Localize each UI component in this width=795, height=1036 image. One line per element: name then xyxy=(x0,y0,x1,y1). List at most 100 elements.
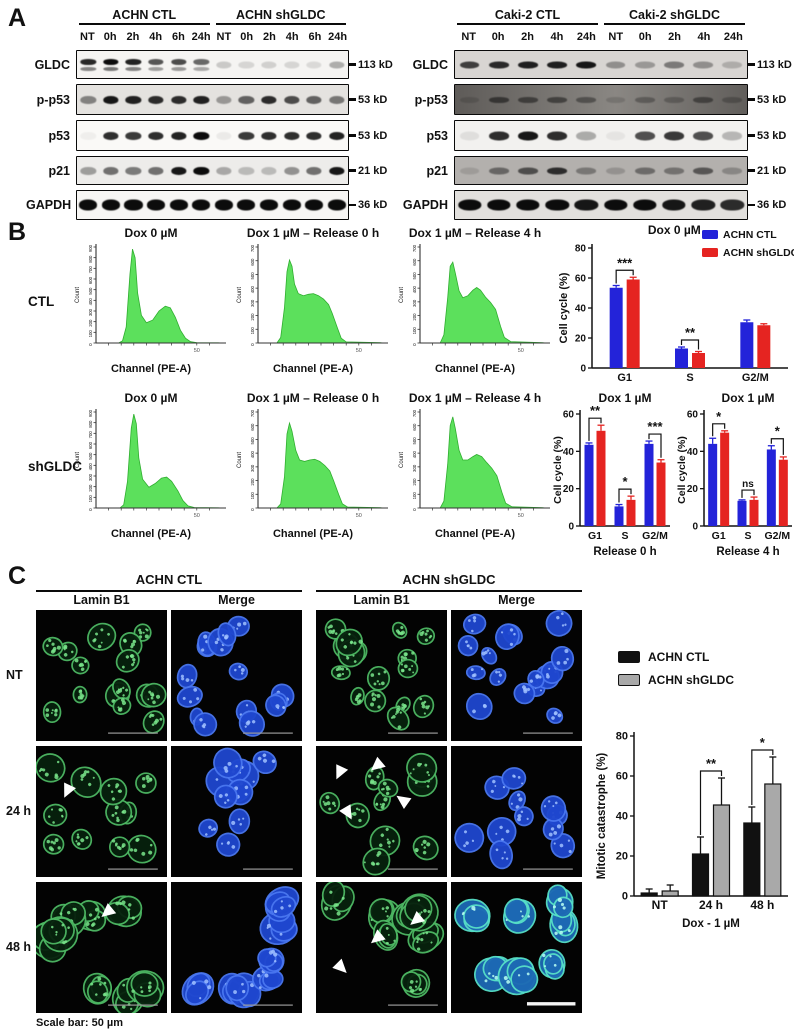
wb-band xyxy=(327,199,346,211)
cell-nucleus xyxy=(546,707,564,724)
speckle xyxy=(116,816,119,820)
speckle xyxy=(385,926,389,930)
wb-band xyxy=(238,95,255,104)
speckle xyxy=(140,986,143,989)
wb-band xyxy=(192,199,211,211)
speckle xyxy=(142,776,146,781)
speckle xyxy=(227,761,232,766)
speckle xyxy=(411,651,415,655)
wb-band xyxy=(237,199,256,211)
cell-nucleus xyxy=(497,957,539,996)
speckle xyxy=(251,720,256,724)
speckle xyxy=(44,772,49,777)
wb-band xyxy=(80,58,96,65)
wb-band xyxy=(125,66,142,71)
cell-nucleus xyxy=(320,882,355,921)
y-tick-label: 0 xyxy=(88,343,93,346)
category-label: G2/M xyxy=(764,530,790,542)
bar xyxy=(626,279,640,368)
speckle xyxy=(542,953,546,958)
cell-nucleus xyxy=(462,613,487,635)
speckle xyxy=(325,795,330,800)
speckle xyxy=(144,634,149,639)
speckle xyxy=(494,785,497,787)
wb-band xyxy=(193,58,209,65)
speckle xyxy=(471,905,476,911)
speckle xyxy=(346,656,350,660)
speckle xyxy=(266,926,269,929)
significance-label: ** xyxy=(706,756,717,771)
speckle xyxy=(370,779,375,784)
blot-row-box xyxy=(454,190,748,220)
speckle xyxy=(210,828,214,831)
speckle xyxy=(495,832,498,835)
lane-label: NT xyxy=(216,31,232,43)
speckle xyxy=(129,848,134,852)
bar-chart: Dox 0 µM 0 20 40 60 80 Cell cycle (%) G1 S G2/M **… xyxy=(558,223,795,384)
speckle xyxy=(559,930,563,935)
speckle xyxy=(92,922,96,926)
category-label: S xyxy=(744,530,751,542)
speckle xyxy=(414,847,419,852)
histogram-area xyxy=(96,413,223,509)
panel-c-label: C xyxy=(8,562,27,590)
y-axis-label: Mitotic catastrophe (%) xyxy=(596,753,608,880)
speckle xyxy=(372,862,376,866)
lane-label: 0h xyxy=(240,31,254,43)
speckle xyxy=(127,908,131,911)
category-label: G2/M xyxy=(742,372,769,384)
speckle xyxy=(282,706,285,709)
wb-band xyxy=(547,61,568,68)
y-tick-label: 200 xyxy=(412,313,417,321)
y-tick-label: 700 xyxy=(88,431,93,439)
speckle xyxy=(188,700,193,704)
wb-band xyxy=(545,199,569,211)
cell-nucleus xyxy=(198,818,219,838)
speckle xyxy=(95,993,98,996)
lane-label: 0h xyxy=(103,31,117,43)
speckle xyxy=(506,980,511,984)
wb-band xyxy=(459,96,480,103)
speckle xyxy=(130,654,135,659)
speckle xyxy=(122,686,125,690)
y-tick-label: 400 xyxy=(412,450,417,458)
blot-group-headers: Caki-2 CTL Caki-2 shGLDC xyxy=(454,8,748,25)
cell-nucleus xyxy=(489,840,513,870)
speckle xyxy=(242,989,246,994)
speckle xyxy=(416,937,420,941)
speckle xyxy=(370,702,375,707)
speckle xyxy=(415,980,418,983)
marker-label: 21 kD xyxy=(348,165,396,177)
wb-band xyxy=(634,167,655,174)
speckle xyxy=(383,797,388,802)
wb-band xyxy=(634,96,655,103)
y-tick-label: 40 xyxy=(616,811,628,823)
speckle xyxy=(78,842,81,845)
wb-band xyxy=(193,95,209,104)
speckle xyxy=(79,662,84,667)
wb-band xyxy=(518,96,538,103)
speckle xyxy=(95,632,98,636)
speckle xyxy=(378,843,383,848)
bar xyxy=(675,348,688,368)
y-axis-label: Count xyxy=(399,287,405,303)
speckle xyxy=(107,632,110,636)
wb-band xyxy=(125,131,142,140)
speckle xyxy=(376,775,380,779)
speckle xyxy=(412,671,415,674)
microscopy-image-laminb1-24h xyxy=(36,746,167,877)
speckle xyxy=(224,801,227,804)
significance-label: ** xyxy=(685,325,696,340)
wb-band xyxy=(103,166,119,175)
wb-band xyxy=(488,96,509,103)
wb-band xyxy=(664,96,684,103)
speckle xyxy=(236,627,239,630)
lane-labels: NT 0h 2h 4h 24h NT 0h 2h 4h 24h xyxy=(454,30,748,45)
speckle xyxy=(333,804,337,807)
speckle xyxy=(429,634,433,638)
speckle xyxy=(323,802,328,806)
y-tick-label: 100 xyxy=(88,330,93,338)
lane-label: 6h xyxy=(171,31,185,43)
